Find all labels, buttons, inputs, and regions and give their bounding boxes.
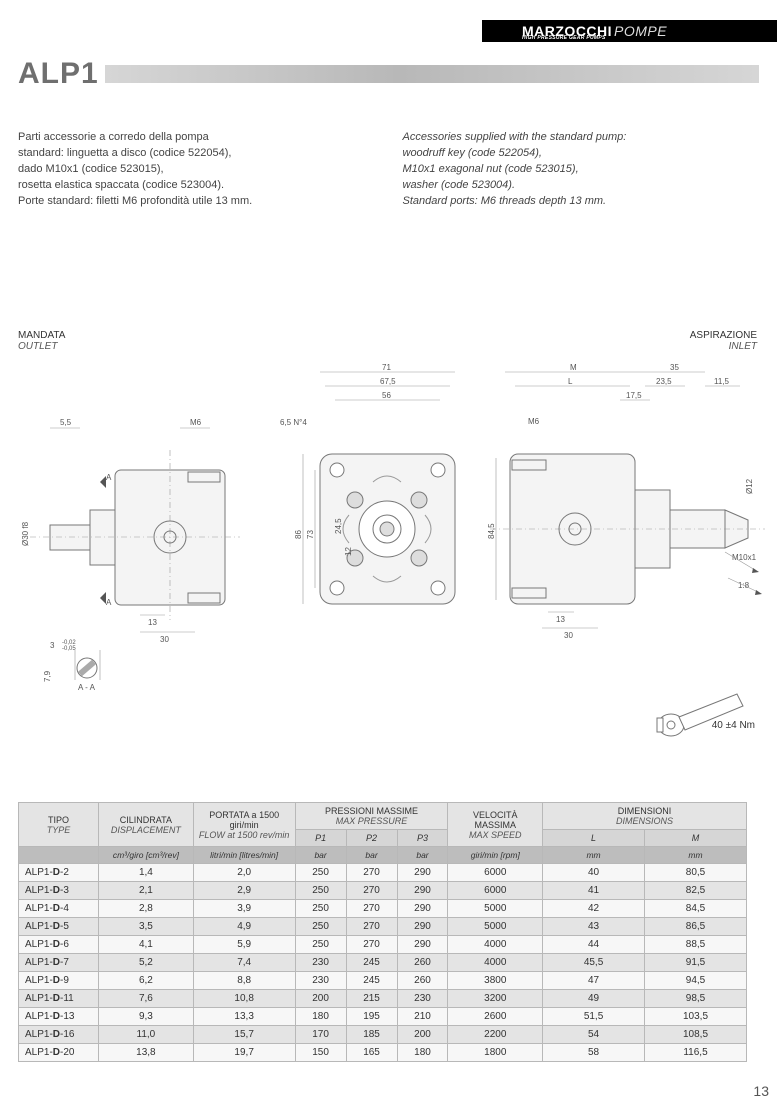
table-row: ALP1-D-32,12,925027029060004182,5 xyxy=(19,882,747,900)
table-row: ALP1-D-42,83,925027029050004284,5 xyxy=(19,900,747,918)
svg-text:-0,05: -0,05 xyxy=(62,646,76,652)
svg-text:13: 13 xyxy=(556,615,565,624)
table-row: ALP1-D-2013,819,7150165180180058116,5 xyxy=(19,1044,747,1062)
svg-text:17,5: 17,5 xyxy=(626,391,642,400)
table-row: ALP1-D-21,42,025027029060004080,5 xyxy=(19,864,747,882)
intro-text: Parti accessorie a corredo della pompa s… xyxy=(18,130,757,210)
svg-text:M6: M6 xyxy=(190,418,202,427)
svg-text:A - A: A - A xyxy=(78,683,96,690)
inlet-label-en: INLET xyxy=(690,341,757,352)
drawing-side-view: 5,5 M6 A A Ø30 f8 13 30 3 -0,02 -0,05 7,… xyxy=(20,410,250,690)
svg-text:M10x1: M10x1 xyxy=(732,553,757,562)
svg-text:71: 71 xyxy=(382,363,391,372)
svg-text:56: 56 xyxy=(382,391,391,400)
svg-text:11,5: 11,5 xyxy=(714,377,730,386)
table-row: ALP1-D-75,27,4230245260400045,591,5 xyxy=(19,954,747,972)
svg-text:L: L xyxy=(568,377,573,386)
svg-text:23,5: 23,5 xyxy=(656,377,672,386)
drawing-front-view: 6,5 N°4 71 67,5 56 86 73 24,5 12 xyxy=(255,360,475,640)
intro-english: Accessories supplied with the standard p… xyxy=(403,130,758,210)
svg-text:12: 12 xyxy=(344,547,353,556)
table-row: ALP1-D-117,610,820021523032004998,5 xyxy=(19,990,747,1008)
svg-text:84,5: 84,5 xyxy=(487,523,496,539)
svg-text:73: 73 xyxy=(306,530,315,539)
drawing-right-view: M L 35 23,5 11,5 17,5 M6 Ø12 M10x1 1:8 8… xyxy=(480,360,770,640)
table-row: ALP1-D-64,15,925027029040004488,5 xyxy=(19,936,747,954)
svg-text:30: 30 xyxy=(564,631,573,640)
table-row: ALP1-D-1611,015,7170185200220054108,5 xyxy=(19,1026,747,1044)
intro-italian: Parti accessorie a corredo della pompa s… xyxy=(18,130,373,210)
svg-text:7,9: 7,9 xyxy=(43,670,52,682)
inlet-label-it: ASPIRAZIONE xyxy=(690,330,757,341)
technical-drawings: 5,5 M6 A A Ø30 f8 13 30 3 -0,02 -0,05 7,… xyxy=(10,360,767,720)
page-title: ALP1 xyxy=(18,57,99,91)
svg-text:6,5 N°4: 6,5 N°4 xyxy=(280,418,307,427)
table-row: ALP1-D-96,28,823024526038004794,5 xyxy=(19,972,747,990)
svg-text:5,5: 5,5 xyxy=(60,418,72,427)
svg-text:Ø30 f8: Ø30 f8 xyxy=(21,521,30,546)
brand-suffix: POMPE xyxy=(614,23,667,39)
page-number: 13 xyxy=(753,1083,769,1099)
torque-value: 40 ±4 Nm xyxy=(712,720,755,731)
table-row: ALP1-D-139,313,3180195210260051,5103,5 xyxy=(19,1008,747,1026)
svg-text:A: A xyxy=(106,473,112,482)
svg-text:Ø12: Ø12 xyxy=(745,478,754,494)
table-row: ALP1-D-53,54,925027029050004386,5 xyxy=(19,918,747,936)
specifications-table: TIPOTYPE CILINDRATADISPLACEMENT PORTATA … xyxy=(18,802,747,1062)
outlet-label-en: OUTLET xyxy=(18,341,65,352)
brand-bar: MARZOCCHIPOMPE HIGH PRESSURE GEAR PUMPS xyxy=(482,20,777,42)
svg-text:M: M xyxy=(570,363,577,372)
title-row: ALP1 xyxy=(18,56,759,92)
outlet-label-it: MANDATA xyxy=(18,330,65,341)
svg-text:24,5: 24,5 xyxy=(334,518,343,534)
svg-text:M6: M6 xyxy=(528,417,540,426)
svg-text:30: 30 xyxy=(160,635,169,644)
port-labels: MANDATA OUTLET ASPIRAZIONE INLET xyxy=(18,330,757,352)
svg-text:67,5: 67,5 xyxy=(380,377,396,386)
torque-icon xyxy=(649,690,759,740)
brand-tagline: HIGH PRESSURE GEAR PUMPS xyxy=(522,35,606,41)
svg-text:13: 13 xyxy=(148,618,157,627)
svg-text:86: 86 xyxy=(294,530,303,539)
svg-text:3: 3 xyxy=(50,641,55,650)
svg-text:A: A xyxy=(106,598,112,607)
spec-table: TIPOTYPE CILINDRATADISPLACEMENT PORTATA … xyxy=(18,802,747,1062)
svg-text:35: 35 xyxy=(670,363,679,372)
title-gradient-bar xyxy=(105,65,759,83)
